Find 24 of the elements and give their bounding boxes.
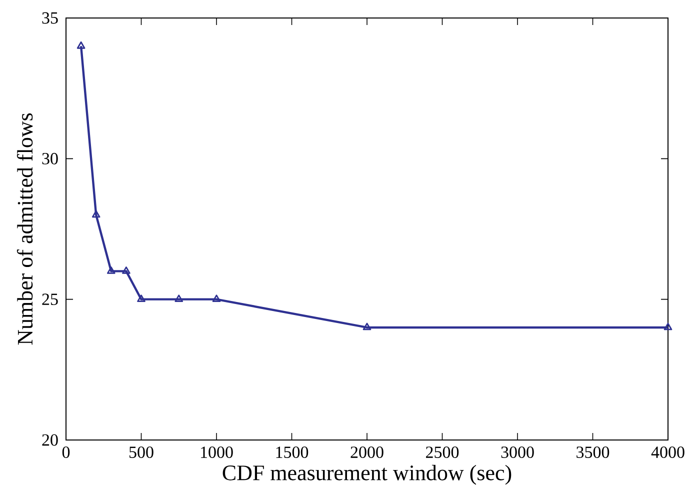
y-tick-label: 20 <box>42 434 58 446</box>
x-tick-label: 4000 <box>651 446 684 458</box>
x-tick-label: 2500 <box>426 446 459 458</box>
point <box>106 266 116 274</box>
y-axis-title: Number of admitted flows <box>16 113 33 345</box>
point <box>92 210 100 218</box>
x-tick-label: 2000 <box>350 446 384 458</box>
y-tick-label: 30 <box>42 152 58 164</box>
point <box>212 294 221 302</box>
x-tick-label: 0 <box>62 446 70 458</box>
x-tick-label: 1500 <box>276 446 308 458</box>
point <box>174 294 184 302</box>
x-tick-label: 3500 <box>576 446 610 458</box>
x-tick-label: 1000 <box>201 446 233 458</box>
point <box>76 41 86 49</box>
point <box>664 322 672 330</box>
point <box>362 322 372 330</box>
y-tick-label: 35 <box>42 12 58 24</box>
y-tick-label: 25 <box>42 294 58 306</box>
x-tick-label: 3000 <box>501 446 534 458</box>
point <box>122 266 130 274</box>
x-tick-label: 500 <box>129 446 154 458</box>
point <box>137 294 146 302</box>
x-axis-title: CDF measurement window (sec) <box>222 464 512 485</box>
